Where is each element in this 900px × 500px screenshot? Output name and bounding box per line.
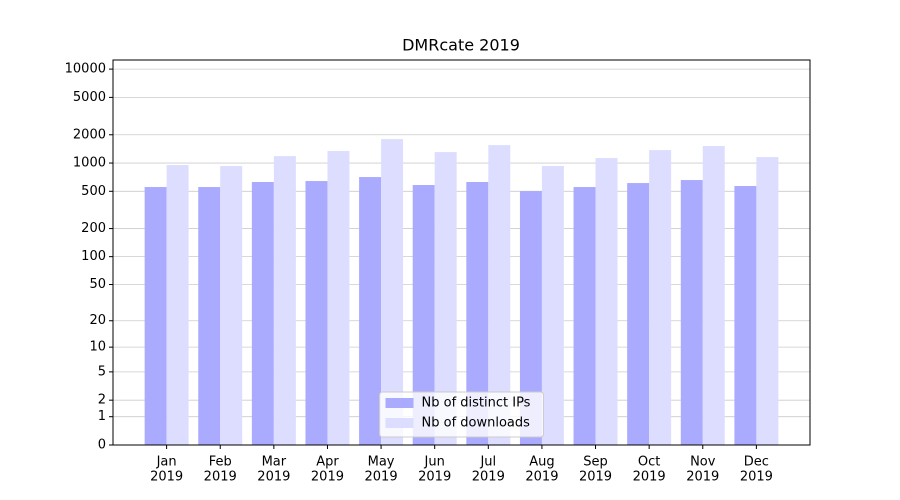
x-tick-label: 2019	[579, 470, 612, 485]
y-tick-label: 2	[98, 393, 106, 408]
x-tick-label: 2019	[418, 470, 451, 485]
bar	[488, 145, 511, 445]
x-tick-label: 2019	[740, 470, 773, 485]
x-tick-label: 2019	[311, 470, 344, 485]
bar	[541, 166, 564, 445]
x-tick-label: Jun	[424, 455, 445, 470]
x-tick-label: Aug	[529, 455, 554, 470]
legend: Nb of distinct IPs Nb of downloads	[379, 391, 544, 438]
x-tick-label: 2019	[257, 470, 290, 485]
x-tick-label: Sep	[583, 455, 608, 470]
y-tick-label: 10	[89, 340, 106, 355]
x-tick-label: 2019	[472, 470, 505, 485]
y-tick-label: 100	[81, 249, 106, 264]
plot-frame	[112, 59, 811, 446]
x-tick-label: Nov	[690, 455, 716, 470]
x-tick-label: 2019	[686, 470, 719, 485]
x-tick-label: Oct	[638, 455, 660, 470]
x-tick-label: 2019	[204, 470, 237, 485]
bar	[519, 191, 542, 445]
bar	[273, 156, 296, 445]
bar	[359, 177, 382, 445]
legend-label: Nb of distinct IPs	[422, 396, 531, 411]
legend-swatch	[385, 398, 414, 408]
x-tick-label: Apr	[316, 455, 339, 470]
x-tick-label: Feb	[209, 455, 232, 470]
bar	[756, 157, 779, 445]
x-tick-label: Dec	[744, 455, 769, 470]
bar	[595, 158, 618, 445]
bar	[680, 180, 703, 445]
y-tick-label: 5	[98, 364, 106, 379]
bar	[144, 187, 167, 445]
x-tick-label: 2019	[633, 470, 666, 485]
bar	[627, 183, 650, 445]
y-tick-label: 2000	[73, 127, 106, 142]
bar	[220, 166, 243, 445]
bar	[327, 151, 350, 445]
y-tick-label: 1	[98, 409, 106, 424]
legend-swatch	[385, 418, 414, 428]
x-tick-label: 2019	[365, 470, 398, 485]
bar	[734, 186, 757, 445]
bar	[573, 187, 596, 445]
y-tick-label: 50	[89, 277, 106, 292]
legend-label: Nb of downloads	[422, 416, 531, 431]
y-tick-label: 200	[81, 221, 106, 236]
bar	[198, 187, 221, 445]
x-tick-label: Jan	[156, 455, 177, 470]
bar	[702, 146, 725, 446]
y-tick-label: 20	[89, 313, 106, 328]
bar	[251, 182, 274, 445]
bar	[434, 152, 457, 446]
y-tick-label: 10000	[65, 62, 106, 77]
y-tick-label: 500	[81, 184, 106, 199]
bar	[166, 165, 189, 445]
y-tick-label: 0	[98, 438, 106, 453]
y-tick-label: 5000	[73, 90, 106, 105]
x-tick-label: May	[368, 455, 395, 470]
x-tick-label: Jul	[479, 455, 496, 470]
x-tick-label: 2019	[525, 470, 558, 485]
bar	[649, 150, 672, 446]
bar	[381, 139, 404, 446]
bar	[466, 182, 489, 445]
legend-box	[379, 391, 544, 438]
x-tick-label: 2019	[150, 470, 183, 485]
chart-title: DMRcate 2019	[402, 36, 520, 55]
bar	[305, 181, 328, 446]
bar	[412, 185, 435, 445]
x-tick-label: Mar	[262, 455, 287, 470]
y-tick-label: 1000	[73, 156, 106, 171]
